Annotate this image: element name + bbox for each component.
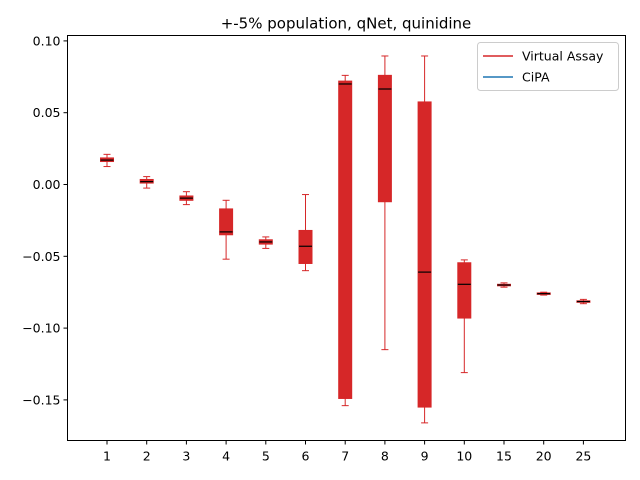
box-plot-25 — [576, 298, 591, 305]
iqr-box — [457, 262, 472, 319]
y-tick-label: −0.05 — [22, 249, 60, 264]
legend: Virtual Assay CiPA — [477, 42, 619, 91]
box-plot-5 — [258, 236, 273, 249]
box-plot-4 — [219, 199, 234, 260]
x-tick-label: 9 — [421, 449, 429, 464]
y-tick-label: −0.15 — [22, 392, 60, 407]
plot-area — [100, 55, 591, 424]
x-tick-label: 15 — [496, 449, 512, 464]
legend-label-cipa: CiPA — [522, 70, 550, 85]
y-tick-label: 0.05 — [33, 105, 61, 120]
x-tick-label: 6 — [302, 449, 310, 464]
x-tick-label: 2 — [143, 449, 151, 464]
iqr-box — [377, 74, 392, 203]
box-plot-9 — [417, 55, 432, 424]
box-plot-8 — [377, 55, 392, 351]
x-tick-label: 4 — [222, 449, 230, 464]
y-tick-label: 0.10 — [33, 33, 61, 48]
x-tick-label: 1 — [103, 449, 111, 464]
axes-frame — [67, 35, 626, 441]
y-tick-label: 0.00 — [33, 177, 61, 192]
legend-box — [477, 42, 619, 91]
iqr-box — [338, 80, 353, 399]
x-tick-label: 5 — [262, 449, 270, 464]
box-plot-10 — [457, 259, 472, 374]
x-tick-label: 25 — [575, 449, 591, 464]
iqr-box — [298, 229, 313, 264]
box-plot-3 — [179, 191, 194, 206]
y-tick-label: −0.10 — [22, 321, 60, 336]
iqr-box — [417, 101, 432, 408]
y-axis: 0.10 0.05 0.00 −0.05 −0.10 −0.15 — [22, 33, 68, 407]
iqr-box — [219, 208, 234, 236]
x-tick-label: 8 — [381, 449, 389, 464]
box-plot-7 — [338, 74, 353, 407]
box-plot-1 — [100, 153, 114, 168]
box-plot-20 — [536, 291, 551, 296]
box-plot-15 — [497, 282, 511, 288]
box-plot-6 — [298, 194, 313, 272]
x-tick-label: 20 — [536, 449, 552, 464]
x-tick-label: 10 — [456, 449, 472, 464]
chart-title: +-5% population, qNet, quinidine — [221, 15, 472, 33]
legend-label-virtual-assay: Virtual Assay — [522, 49, 604, 64]
x-axis: 1 2 3 4 5 6 7 8 9 10 15 20 25 — [103, 440, 591, 464]
box-plot-2 — [139, 176, 154, 189]
x-tick-label: 3 — [182, 449, 190, 464]
x-tick-label: 7 — [341, 449, 349, 464]
